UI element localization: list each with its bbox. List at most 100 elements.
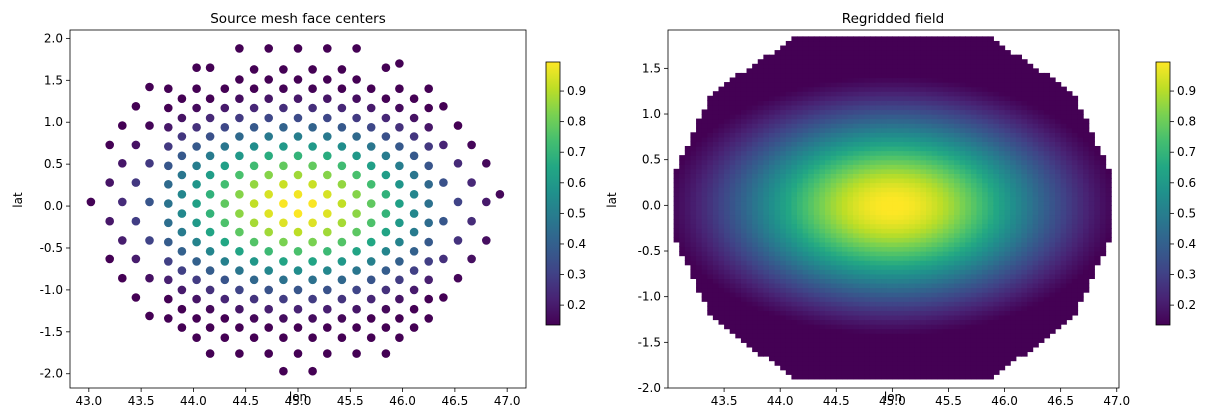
heatmap-cell	[853, 319, 860, 325]
heatmap-cell	[993, 273, 1000, 280]
heatmap-cell	[785, 319, 793, 325]
scatter-point	[381, 227, 391, 237]
heatmap-cell	[954, 214, 961, 220]
heatmap-cell	[718, 282, 725, 289]
heatmap-cell	[959, 191, 966, 197]
heatmap-cell	[869, 191, 877, 197]
heatmap-cell	[1038, 205, 1045, 211]
heatmap-cell	[808, 177, 815, 184]
heatmap-cell	[696, 223, 703, 229]
heatmap-cell	[937, 150, 944, 156]
heatmap-cell	[679, 223, 686, 229]
heatmap-cell	[746, 95, 753, 101]
heatmap-cell	[1038, 200, 1045, 206]
heatmap-cell	[926, 328, 933, 334]
heatmap-cell	[942, 237, 950, 243]
heatmap-cell	[1004, 109, 1011, 115]
heatmap-cell	[892, 82, 899, 88]
heatmap-cell	[740, 132, 748, 138]
heatmap-cell	[881, 191, 888, 197]
heatmap-cell	[903, 159, 910, 165]
heatmap-cell	[1060, 100, 1067, 106]
heatmap-cell	[993, 164, 1000, 170]
heatmap-cell	[1038, 237, 1045, 243]
heatmap-cell	[1004, 296, 1011, 302]
heatmap-cell	[1027, 228, 1034, 234]
heatmap-cell	[825, 342, 832, 348]
scatter-point	[395, 294, 404, 304]
heatmap-cell	[1055, 287, 1062, 293]
heatmap-cell	[1032, 319, 1039, 325]
heatmap-cell	[673, 209, 680, 216]
heatmap-cell	[1049, 319, 1056, 325]
scatter-point	[192, 294, 201, 304]
heatmap-cell	[937, 328, 944, 334]
heatmap-cell	[914, 182, 922, 188]
heatmap-cell	[768, 86, 776, 92]
heatmap-cell	[1021, 296, 1028, 302]
heatmap-cell	[780, 205, 787, 211]
heatmap-cell	[948, 292, 955, 298]
heatmap-cell	[948, 132, 955, 138]
heatmap-cell	[970, 223, 978, 229]
heatmap-cell	[998, 59, 1006, 65]
heatmap-cell	[920, 145, 927, 152]
heatmap-cell	[763, 200, 770, 206]
heatmap-cell	[993, 232, 1000, 238]
heatmap-cell	[802, 333, 809, 339]
heatmap-cell	[1027, 164, 1034, 170]
heatmap-cell	[965, 287, 972, 293]
heatmap-cell	[954, 287, 961, 293]
heatmap-cell	[886, 255, 893, 261]
heatmap-cell	[853, 59, 860, 65]
heatmap-cell	[926, 72, 933, 79]
heatmap-cell	[701, 164, 708, 170]
heatmap-cell	[679, 182, 686, 188]
heatmap-cell	[914, 118, 922, 124]
heatmap-cell	[763, 123, 770, 129]
heatmap-cell	[1015, 269, 1022, 275]
heatmap-cell	[948, 237, 955, 243]
heatmap-cell	[791, 173, 798, 179]
heatmap-cell	[942, 141, 950, 147]
heatmap-cell	[780, 269, 787, 275]
heatmap-cell	[780, 132, 787, 138]
heatmap-cell	[998, 351, 1006, 357]
heatmap-cell	[1038, 310, 1045, 316]
heatmap-cell	[735, 196, 742, 202]
heatmap-cell	[982, 109, 989, 115]
heatmap-cell	[729, 319, 736, 325]
heatmap-cell	[836, 168, 843, 174]
heatmap-cell	[740, 95, 748, 101]
heatmap-cell	[1038, 177, 1045, 184]
heatmap-cell	[847, 273, 854, 280]
scatter-point	[337, 314, 347, 323]
heatmap-cell	[931, 287, 938, 293]
heatmap-cell	[768, 141, 776, 147]
heatmap-cell	[954, 91, 961, 97]
heatmap-cell	[1038, 260, 1045, 266]
y-tick-label: 2.0	[44, 31, 63, 45]
heatmap-cell	[808, 264, 815, 270]
heatmap-cell	[729, 232, 736, 238]
heatmap-cell	[813, 118, 821, 124]
heatmap-cell	[802, 269, 809, 275]
heatmap-cell	[724, 91, 731, 97]
heatmap-cell	[987, 86, 994, 92]
heatmap-cell	[808, 136, 815, 143]
heatmap-cell	[931, 86, 938, 92]
heatmap-cell	[914, 209, 922, 216]
heatmap-cell	[836, 342, 843, 348]
heatmap-cell	[768, 173, 776, 179]
heatmap-cell	[1021, 205, 1028, 211]
heatmap-cell	[1010, 333, 1017, 339]
heatmap-cell	[869, 219, 877, 225]
heatmap-cell	[909, 123, 916, 129]
heatmap-cell	[701, 214, 708, 220]
heatmap-cell	[707, 246, 714, 252]
heatmap-cell	[881, 369, 888, 375]
heatmap-cell	[813, 164, 821, 170]
heatmap-cell	[909, 324, 916, 330]
heatmap-cell	[830, 173, 837, 179]
heatmap-cell	[746, 91, 753, 97]
